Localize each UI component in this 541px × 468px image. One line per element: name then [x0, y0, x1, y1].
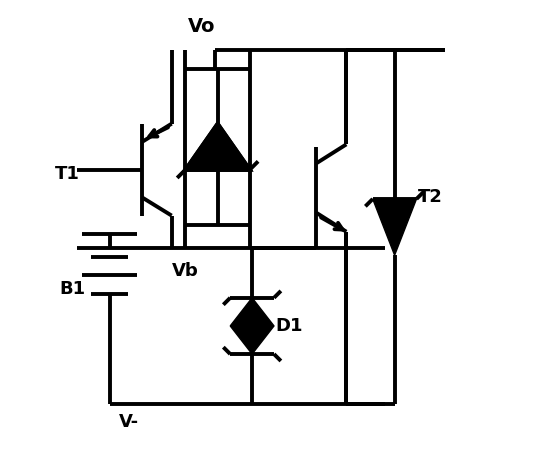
- Polygon shape: [373, 199, 417, 255]
- Text: Vb: Vb: [171, 262, 199, 279]
- Text: T1: T1: [55, 165, 80, 183]
- Polygon shape: [230, 326, 274, 354]
- Polygon shape: [230, 298, 274, 326]
- Text: Vo: Vo: [188, 17, 215, 37]
- Text: V-: V-: [119, 413, 139, 431]
- Text: D1: D1: [275, 317, 302, 335]
- Text: T2: T2: [418, 188, 443, 206]
- Polygon shape: [186, 124, 250, 169]
- Text: B1: B1: [59, 280, 85, 298]
